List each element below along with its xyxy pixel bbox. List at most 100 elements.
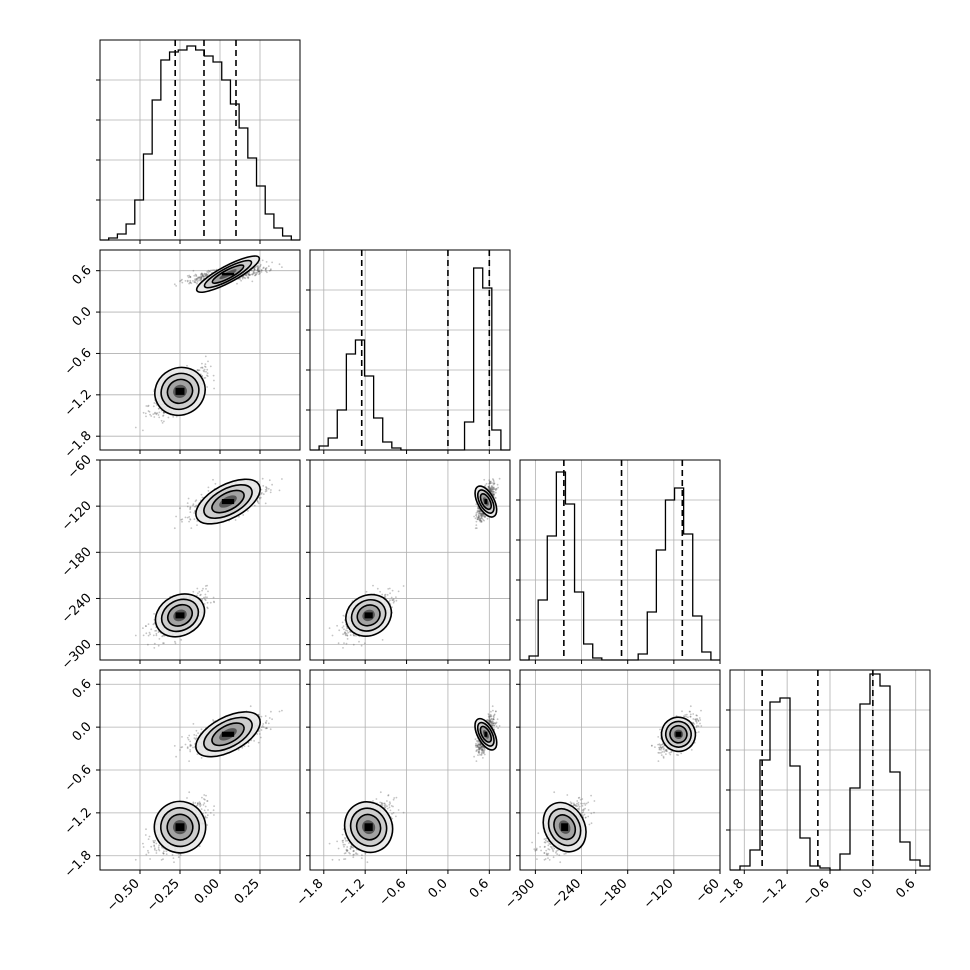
sample-point (207, 809, 209, 811)
sample-point (155, 413, 158, 416)
sample-point (196, 587, 199, 590)
sample-point (478, 509, 480, 512)
sample-point (206, 601, 209, 604)
sample-point (157, 407, 160, 410)
sample-point (372, 584, 374, 587)
sample-point (402, 585, 405, 587)
sample-point (209, 365, 212, 368)
sample-point (331, 634, 334, 637)
sample-point (213, 269, 216, 271)
sample-point (193, 274, 196, 277)
sample-point (197, 592, 199, 595)
sample-point (239, 278, 241, 281)
sample-point (163, 642, 165, 645)
y-tick-label-1-4: 0.6 (70, 263, 95, 288)
histogram-panel-0 (96, 39, 301, 244)
sample-point (269, 491, 272, 494)
sample-point (265, 486, 268, 489)
sample-point (200, 273, 203, 275)
sample-point (189, 518, 192, 520)
sample-point (199, 276, 202, 278)
sample-point (207, 590, 209, 593)
sample-point (155, 852, 158, 854)
sample-point (212, 374, 215, 377)
sample-point (189, 507, 192, 509)
sample-point (189, 276, 192, 279)
sample-point (392, 599, 394, 602)
sample-point (494, 491, 497, 494)
sample-point (205, 272, 208, 275)
sample-point (192, 280, 194, 282)
sample-point (264, 490, 267, 493)
sample-point (202, 274, 205, 277)
sample-point (247, 276, 250, 279)
sample-point (476, 518, 479, 520)
sample-point (204, 274, 207, 277)
sample-point (186, 364, 188, 367)
sample-point (209, 812, 212, 814)
sample-point (336, 624, 338, 627)
sample-point (193, 281, 196, 284)
sample-point (180, 639, 183, 641)
sample-point (267, 265, 270, 268)
sample-point (173, 861, 175, 864)
sample-point (193, 518, 196, 521)
sample-point (498, 477, 501, 480)
sample-point (204, 355, 207, 358)
sample-point (153, 412, 156, 415)
sample-point (479, 517, 482, 520)
sample-point (199, 278, 202, 281)
sample-point (278, 489, 281, 492)
density-panel-2-1 (306, 459, 511, 664)
sample-point (484, 484, 487, 487)
sample-point (395, 596, 397, 598)
sample-point (204, 366, 207, 368)
sample-point (152, 634, 155, 637)
sample-point (212, 478, 214, 481)
sample-point (174, 640, 176, 643)
sample-point (147, 410, 150, 412)
sample-point (197, 369, 200, 372)
sample-point (172, 857, 175, 859)
sample-point (213, 814, 215, 816)
sample-point (175, 415, 178, 418)
y-tick-label-1-1: −1.2 (62, 387, 95, 420)
sample-point (175, 515, 178, 518)
sample-point (155, 412, 158, 415)
panel-frame (309, 249, 511, 451)
sample-point (204, 275, 207, 277)
sample-point (196, 280, 199, 283)
sample-point (342, 647, 344, 649)
sample-point (490, 488, 493, 491)
sample-point (156, 412, 159, 414)
sample-point (147, 634, 150, 637)
sample-point (247, 510, 249, 512)
sample-point (205, 370, 207, 373)
sample-point (496, 483, 499, 486)
y-tick-label-1-3: 0.0 (70, 304, 95, 329)
sample-point (158, 416, 161, 419)
sample-point (197, 802, 199, 805)
sample-point (163, 850, 165, 853)
sample-point (201, 367, 204, 369)
sample-point (147, 838, 150, 840)
sample-point (261, 492, 263, 494)
sample-point (207, 490, 210, 492)
sample-point (145, 828, 147, 831)
sample-point (153, 841, 156, 844)
sample-point (204, 599, 207, 602)
sample-point (474, 517, 477, 520)
sample-point (271, 261, 273, 264)
sample-point (190, 527, 193, 529)
sample-point (259, 265, 262, 268)
sample-point (162, 412, 165, 414)
sample-point (212, 269, 215, 271)
sample-point (198, 276, 201, 279)
sample-point (153, 402, 156, 404)
density-panel-2-0: −300−240−180−120−60 (59, 452, 301, 673)
sample-point (188, 274, 191, 277)
sample-point (194, 279, 196, 282)
sample-point (160, 859, 163, 861)
sample-point (241, 276, 244, 279)
sample-point (181, 520, 183, 523)
